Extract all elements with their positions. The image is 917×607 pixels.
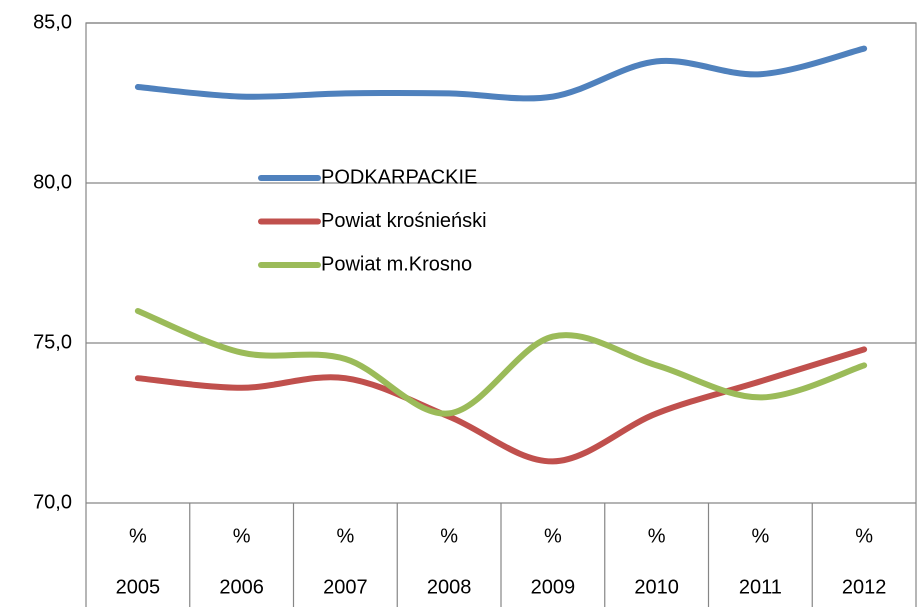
y-tick-label: 80,0 — [33, 171, 72, 193]
series-line — [134, 45, 868, 102]
series-line — [134, 346, 868, 465]
x-unit-label: % — [751, 525, 769, 547]
x-tick-label: 2008 — [427, 576, 472, 598]
x-tick-label: 2007 — [323, 576, 368, 598]
legend-label: Powiat m.Krosno — [321, 253, 472, 275]
x-unit-label: % — [233, 525, 251, 547]
x-unit-label: % — [648, 525, 666, 547]
y-tick-label: 75,0 — [33, 331, 72, 353]
x-tick-label: 2009 — [531, 576, 576, 598]
x-tick-label: 2011 — [739, 576, 782, 598]
series-line — [134, 308, 868, 417]
x-unit-label: % — [440, 525, 458, 547]
x-tick-label: 2005 — [116, 576, 161, 598]
x-tick-label: 2006 — [219, 576, 264, 598]
x-unit-label: % — [855, 525, 873, 547]
y-tick-label: 85,0 — [33, 11, 72, 33]
legend-label: PODKARPACKIE — [321, 166, 477, 188]
x-unit-label: % — [129, 525, 147, 547]
x-unit-label: % — [544, 525, 562, 547]
x-unit-label: % — [336, 525, 354, 547]
legend-label: Powiat krośnieński — [321, 210, 487, 232]
y-tick-label: 70,0 — [33, 491, 72, 513]
x-tick-label: 2012 — [842, 576, 887, 598]
x-tick-label: 2010 — [634, 576, 679, 598]
